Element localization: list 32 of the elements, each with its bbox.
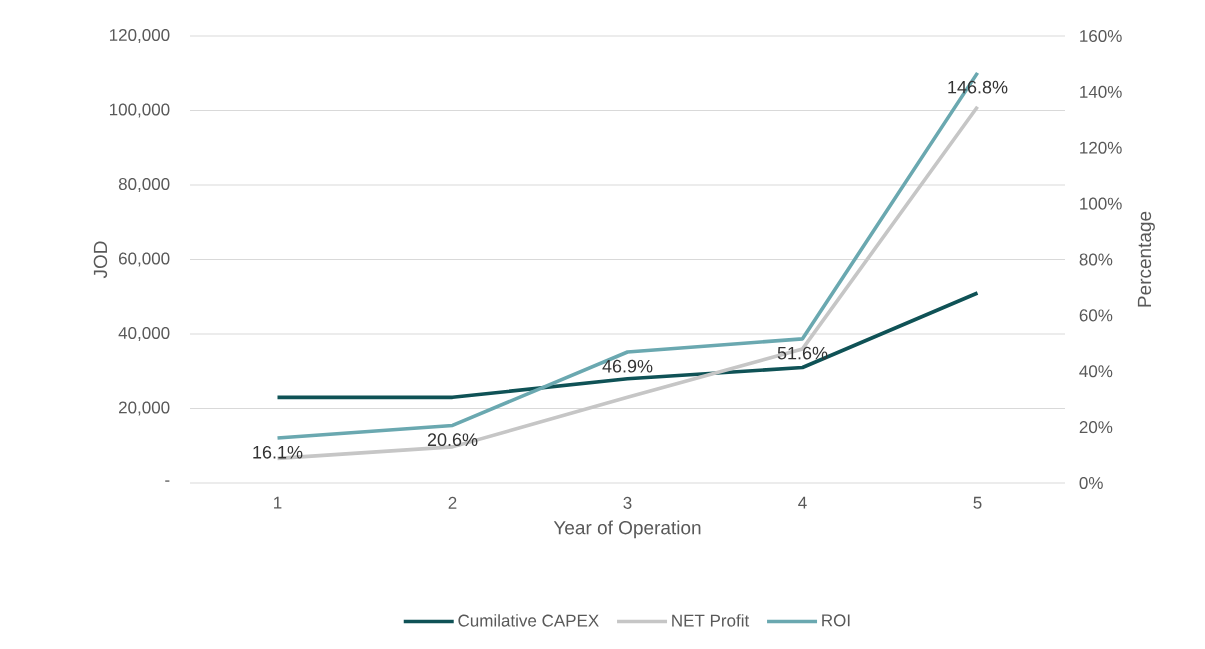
y2-tick-label: 120%	[1080, 141, 1122, 154]
y-tick-label: 60,000	[119, 252, 170, 267]
data-label: 20.6%	[427, 433, 478, 447]
y-tick-label: 100,000	[109, 103, 170, 118]
legend-label: NET Profit	[672, 614, 750, 627]
y2-tick-label: 80%	[1079, 253, 1113, 266]
x-tick-label: 3	[623, 496, 632, 509]
y-tick-label: 20,000	[119, 401, 170, 416]
data-label: 16.1%	[253, 445, 303, 459]
y2-axis-title: Percentage	[1137, 211, 1155, 307]
y2-tick-label: 60%	[1079, 309, 1113, 322]
line-series	[275, 291, 980, 400]
y2-tick-label: 100%	[1080, 197, 1122, 210]
y2-tick-label: 140%	[1080, 85, 1122, 98]
y2-tick-label: 20%	[1079, 421, 1113, 434]
y-axis-title: JOD	[93, 241, 108, 279]
y-tick-label: -	[165, 480, 170, 482]
y2-tick-label: 40%	[1079, 365, 1113, 378]
y2-tick-label: 160%	[1080, 29, 1122, 43]
y2-tick-label: 0%	[1079, 476, 1103, 490]
x-axis-title: Year of Operation	[553, 520, 701, 539]
y-tick-label: 120,000	[109, 28, 170, 44]
x-tick-label: 4	[798, 496, 807, 509]
y-tick-label: 80,000	[118, 177, 170, 193]
x-tick-label: 1	[274, 496, 282, 509]
legend-label: Cumilative CAPEX	[458, 614, 599, 627]
x-tick-label: 2	[448, 496, 457, 509]
legend-label: ROI	[822, 614, 850, 627]
data-label: 51.6%	[777, 346, 828, 360]
y-tick-label: 40,000	[118, 326, 170, 342]
x-tick-label: 5	[973, 496, 982, 509]
data-label: 46.9%	[602, 359, 653, 373]
